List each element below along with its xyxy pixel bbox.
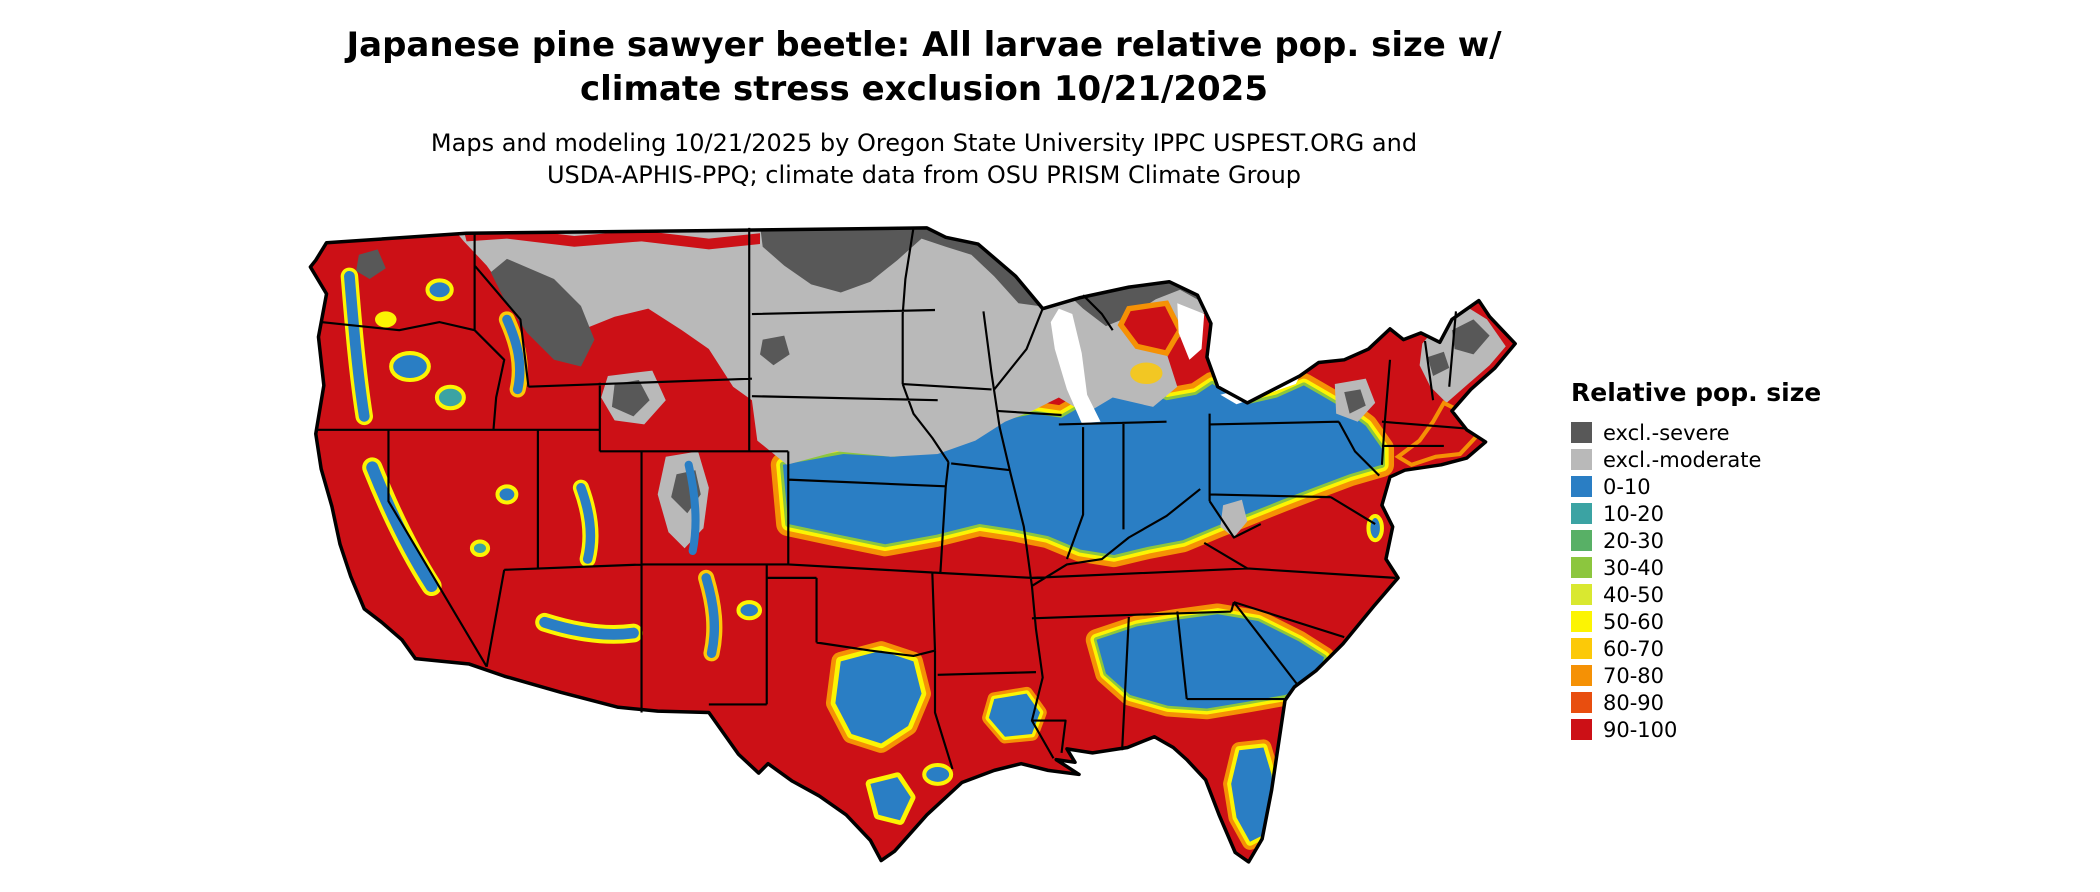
legend-item-label: 60-70 [1603, 636, 1665, 661]
legend-item: 90-100 [1571, 716, 1891, 743]
page-title: Japanese pine sawyer beetle: All larvae … [0, 24, 1848, 111]
legend-item: 70-80 [1571, 662, 1891, 689]
legend-item: 0-10 [1571, 473, 1891, 500]
legend-item-label: 50-60 [1603, 609, 1665, 634]
legend-swatch [1571, 449, 1592, 470]
legend-swatch [1571, 530, 1592, 551]
page-title-line2: climate stress exclusion 10/21/2025 [579, 68, 1268, 109]
legend-item: 20-30 [1571, 527, 1891, 554]
legend-item: 10-20 [1571, 500, 1891, 527]
legend-item-label: 0-10 [1603, 474, 1651, 499]
legend-swatch [1571, 665, 1592, 686]
state-borders [315, 227, 1466, 770]
legend-swatch [1571, 611, 1592, 632]
legend-swatch [1571, 503, 1592, 524]
legend-item-label: 30-40 [1603, 555, 1665, 580]
us-map-svg [308, 226, 1517, 864]
legend-item: 30-40 [1571, 554, 1891, 581]
page-title-line1: Japanese pine sawyer beetle: All larvae … [346, 25, 1502, 65]
page-subtitle-line1: Maps and modeling 10/21/2025 by Oregon S… [430, 129, 1418, 158]
legend-item-label: 90-100 [1603, 717, 1678, 742]
legend-item-label: excl.-moderate [1603, 447, 1762, 472]
legend-swatch [1571, 476, 1592, 497]
legend-items: excl.-severe excl.-moderate 0-10 10-20 2… [1571, 419, 1891, 743]
legend-item: 50-60 [1571, 608, 1891, 635]
us-map [305, 225, 1530, 885]
legend-item: excl.-moderate [1571, 446, 1891, 473]
title-block: Japanese pine sawyer beetle: All larvae … [0, 24, 1848, 192]
legend-item-label: 70-80 [1603, 663, 1665, 688]
legend-item-label: 10-20 [1603, 501, 1665, 526]
legend-item: 60-70 [1571, 635, 1891, 662]
legend-swatch [1571, 719, 1592, 740]
legend-swatch [1571, 584, 1592, 605]
legend: Relative pop. size excl.-severe excl.-mo… [1571, 378, 1891, 743]
page-subtitle: Maps and modeling 10/21/2025 by Oregon S… [0, 127, 1848, 192]
legend-item-label: 20-30 [1603, 528, 1665, 553]
legend-item: 80-90 [1571, 689, 1891, 716]
legend-swatch [1571, 422, 1592, 443]
legend-item: 40-50 [1571, 581, 1891, 608]
page-subtitle-line2: USDA-APHIS-PPQ; climate data from OSU PR… [546, 161, 1302, 190]
legend-swatch [1571, 692, 1592, 713]
legend-item: excl.-severe [1571, 419, 1891, 446]
legend-swatch [1571, 638, 1592, 659]
legend-item-label: 40-50 [1603, 582, 1665, 607]
legend-item-label: 80-90 [1603, 690, 1665, 715]
legend-title: Relative pop. size [1571, 378, 1822, 407]
legend-swatch [1571, 557, 1592, 578]
legend-item-label: excl.-severe [1603, 420, 1730, 445]
